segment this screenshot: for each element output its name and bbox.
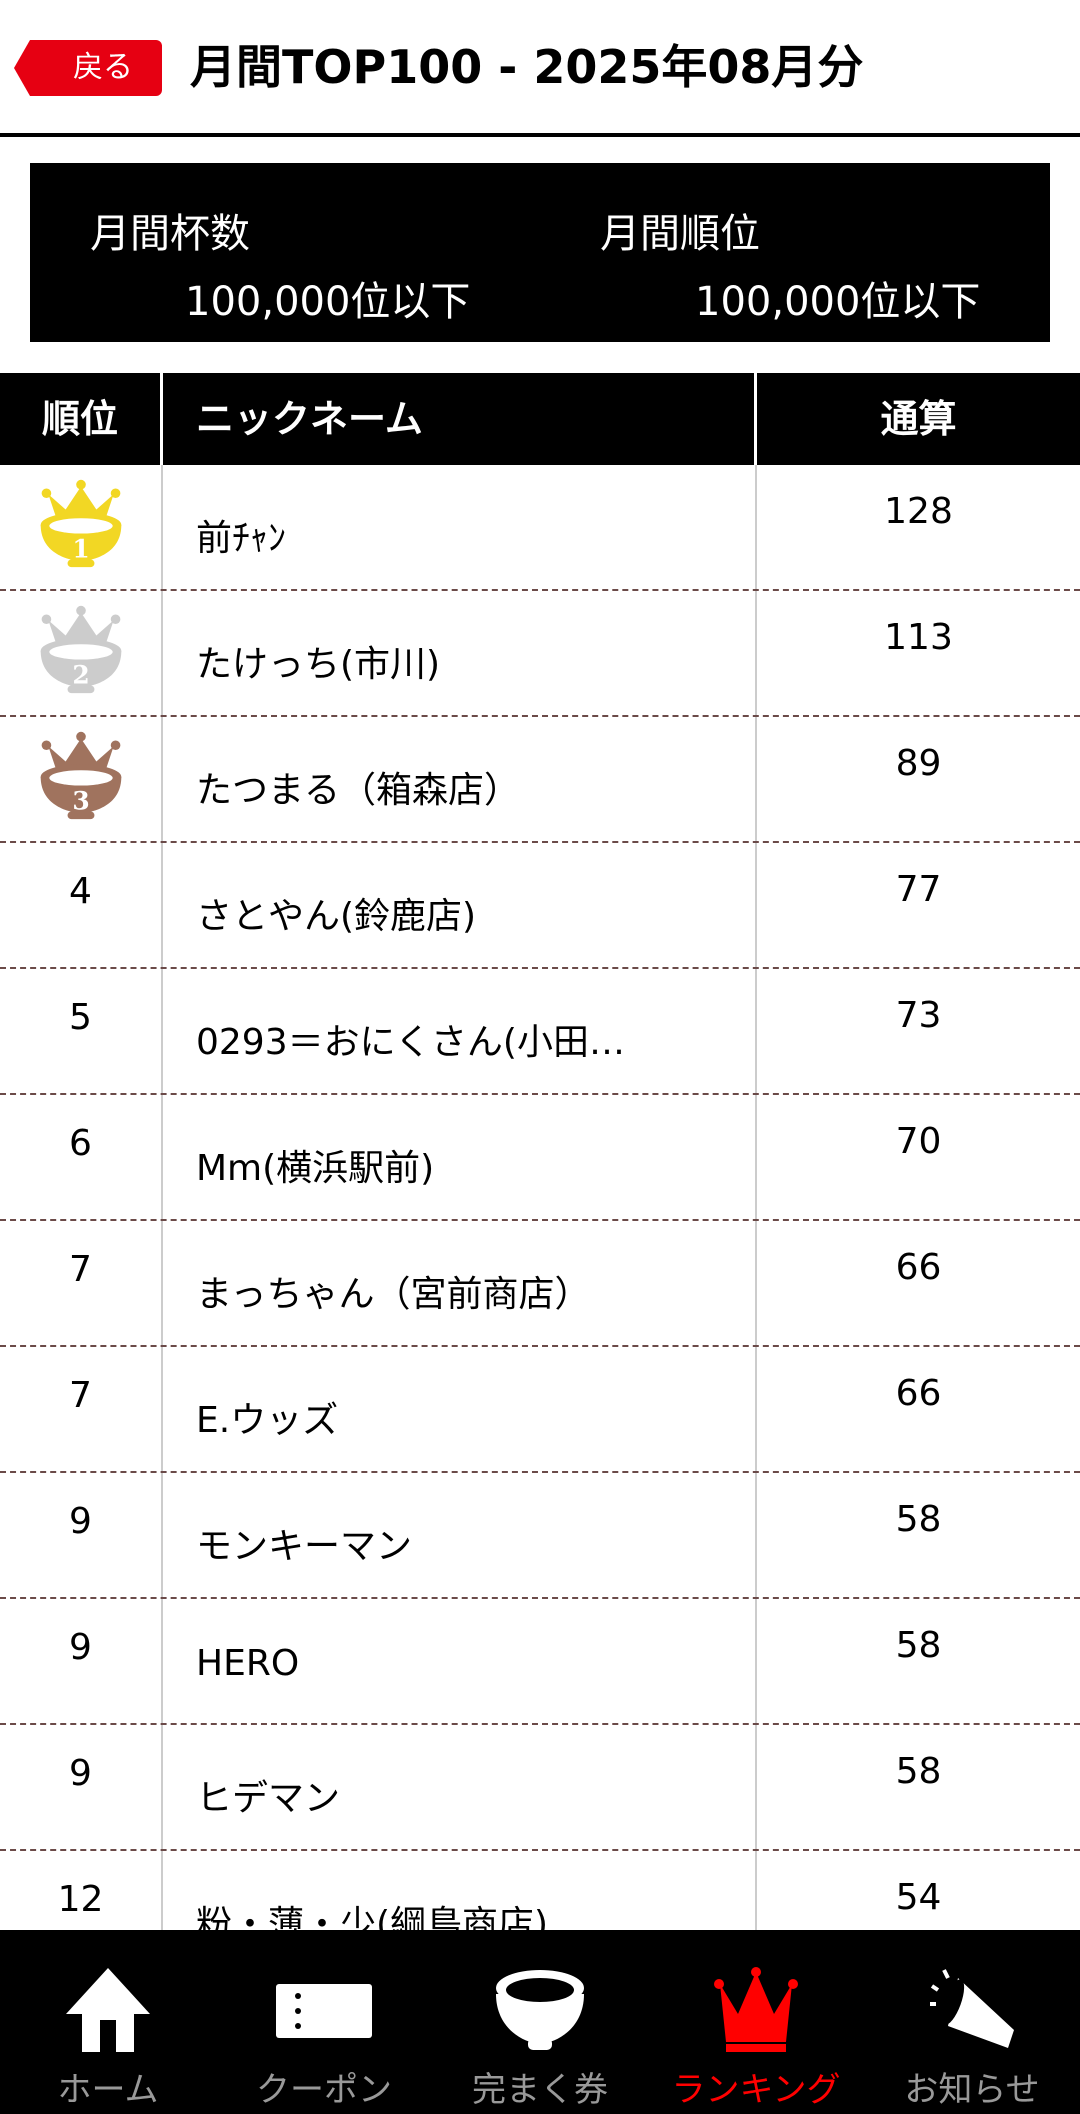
rank-cell: 7 [0, 1347, 163, 1471]
monthly-cups-label: 月間杯数 [90, 211, 250, 257]
table-row[interactable]: 9 HERO 58 [0, 1599, 1080, 1725]
svg-text:1: 1 [72, 535, 89, 564]
total-cell: 89 [895, 743, 942, 784]
my-stats-panel: 月間杯数 100,000位以下 月間順位 100,000位以下 [30, 163, 1050, 342]
rank-cell: 3 [0, 717, 163, 841]
table-row[interactable]: 7 まっちゃん（宮前商店） 66 [0, 1221, 1080, 1347]
nickname-cell[interactable]: HERO [163, 1599, 757, 1723]
ranking-table: 順位 ニックネーム 通算 1 前ﾁｬﾝ 128 2 たけっち(市川) 113 3 たつまる（箱… [0, 373, 1080, 1977]
megaphone-icon [930, 1969, 1014, 2048]
total-cell: 66 [895, 1373, 942, 1414]
bronze-crown-bowl-icon: 3 [40, 731, 121, 820]
total-cell: 77 [895, 869, 942, 910]
rank-cell: 9 [0, 1473, 163, 1597]
total-cell: 58 [895, 1751, 942, 1792]
crown-icon [714, 1967, 798, 2052]
table-row[interactable]: 1 前ﾁｬﾝ 128 [0, 465, 1080, 591]
table-row[interactable]: 7 E.ウッズ 66 [0, 1347, 1080, 1473]
total-cell: 70 [895, 1121, 942, 1162]
nickname-cell[interactable]: 0293＝おにくさん(小田… [163, 969, 757, 1093]
silver-crown-bowl-icon: 2 [40, 605, 121, 694]
monthly-cups-value: 100,000位以下 [185, 279, 471, 325]
header: 戻る 月間TOP100 - 2025年08月分 [0, 0, 1080, 137]
total-cell: 58 [895, 1499, 942, 1540]
header-rank: 順位 [0, 373, 163, 465]
table-row[interactable]: 3 たつまる（箱森店） 89 [0, 717, 1080, 843]
header-total: 通算 [880, 397, 957, 441]
rank-cell: 9 [0, 1725, 163, 1849]
total-cell: 113 [884, 617, 953, 658]
nav-ranking-label: ランキング [671, 2070, 841, 2110]
rank-cell: 1 [0, 465, 163, 589]
bottom-nav: ホーム クーポン 完まく券 ランキング お知らせ [0, 1930, 1080, 2114]
table-row[interactable]: 9 ヒデマン 58 [0, 1725, 1080, 1851]
total-cell: 128 [884, 491, 953, 532]
monthly-rank-value: 100,000位以下 [695, 279, 981, 325]
table-row[interactable]: 9 モンキーマン 58 [0, 1473, 1080, 1599]
nickname-cell[interactable]: まっちゃん（宮前商店） [163, 1221, 757, 1345]
nav-coupon-label: クーポン [256, 2070, 392, 2110]
bowl-icon [496, 1970, 584, 2050]
total-cell: 66 [895, 1247, 942, 1288]
monthly-rank-label: 月間順位 [600, 211, 760, 257]
nickname-cell[interactable]: さとやん(鈴鹿店) [163, 843, 757, 967]
nickname-cell[interactable]: Mm(横浜駅前) [163, 1095, 757, 1219]
nav-home[interactable]: ホーム [0, 1930, 216, 2114]
nickname-cell[interactable]: 前ﾁｬﾝ [163, 465, 757, 589]
nav-bowl-ticket[interactable]: 完まく券 [432, 1930, 648, 2114]
nav-coupon[interactable]: クーポン [216, 1930, 432, 2114]
svg-text:3: 3 [72, 787, 89, 816]
nickname-cell[interactable]: たけっち(市川) [163, 591, 757, 715]
table-row[interactable]: 2 たけっち(市川) 113 [0, 591, 1080, 717]
nav-news[interactable]: お知らせ [864, 1930, 1080, 2114]
nav-news-label: お知らせ [904, 2070, 1040, 2110]
rank-cell: 2 [0, 591, 163, 715]
table-row[interactable]: 4 さとやん(鈴鹿店) 77 [0, 843, 1080, 969]
rank-cell: 7 [0, 1221, 163, 1345]
nav-bowl-ticket-label: 完まく券 [472, 2070, 608, 2110]
total-cell: 58 [895, 1625, 942, 1666]
rank-cell: 9 [0, 1599, 163, 1723]
rank-cell: 6 [0, 1095, 163, 1219]
nickname-cell[interactable]: たつまる（箱森店） [163, 717, 757, 841]
total-cell: 54 [895, 1877, 942, 1918]
nav-home-label: ホーム [57, 2070, 159, 2110]
header-nickname: ニックネーム [163, 373, 757, 465]
table-header: 順位 ニックネーム 通算 [0, 373, 1080, 465]
nickname-cell[interactable]: ヒデマン [163, 1725, 757, 1849]
table-row[interactable]: 6 Mm(横浜駅前) 70 [0, 1095, 1080, 1221]
nickname-cell[interactable]: E.ウッズ [163, 1347, 757, 1471]
ticket-icon [276, 1984, 372, 2038]
rank-cell: 5 [0, 969, 163, 1093]
svg-text:2: 2 [72, 661, 89, 690]
total-cell: 73 [895, 995, 942, 1036]
gold-crown-bowl-icon: 1 [40, 479, 121, 568]
page-title: 月間TOP100 - 2025年08月分 [190, 40, 864, 94]
nav-ranking[interactable]: ランキング [648, 1930, 864, 2114]
back-button[interactable]: 戻る [14, 40, 162, 96]
nickname-cell[interactable]: モンキーマン [163, 1473, 757, 1597]
rank-cell: 12 [0, 1851, 163, 1975]
home-icon [66, 1968, 150, 2052]
rank-cell: 4 [0, 843, 163, 967]
table-row[interactable]: 5 0293＝おにくさん(小田… 73 [0, 969, 1080, 1095]
